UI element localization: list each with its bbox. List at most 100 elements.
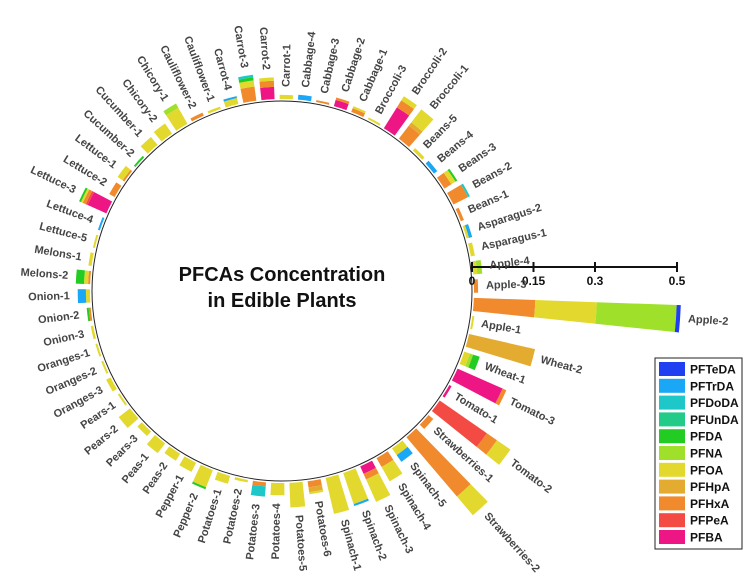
bar-segment-Lettuce-3-PFBA: [87, 191, 113, 214]
legend-swatch-PFDA: [659, 429, 685, 444]
bar-segment-Carrot-4-PFTrDA: [223, 96, 237, 102]
category-label-Potatoes-6: Potatoes-6: [312, 500, 333, 557]
category-label-Tomato-3: Tomato-3: [507, 396, 556, 428]
category-label-Apple-3: Apple-3: [486, 279, 527, 292]
legend-swatch-PFHxA: [659, 496, 685, 511]
bar-segment-Potatoes-2-PFOA: [234, 477, 248, 483]
bar-segment-Broccoli-2-PFOA: [401, 96, 417, 110]
legend-swatch-PFTrDA: [659, 378, 685, 393]
category-label-Strawberries-2: Strawberries-2: [481, 510, 541, 573]
bar-segment-Pepper-1-PFOA: [179, 456, 197, 472]
category-label-Spinach-2: Spinach-2: [359, 509, 389, 562]
legend-swatch-PFHpA: [659, 479, 685, 494]
bar-segment-Broccoli-1-PFHxA: [398, 125, 420, 148]
bar-segment-Beans-3-PFHxA: [437, 172, 452, 189]
bar-segment-Cabbage-3-PFHxA: [316, 100, 330, 105]
bar-segment-Potatoes-4-PFOA: [270, 482, 285, 496]
category-label-Pepper-2: Pepper-2: [171, 491, 201, 539]
category-label-Cabbage-3: Cabbage-3: [319, 37, 343, 95]
bar-segment-Pepper-2-PFOA: [192, 464, 213, 488]
bar-segment-Apple-1-PFOA: [470, 316, 475, 330]
category-label-Asparagus-1: Asparagus-1: [480, 227, 548, 253]
bar-segment-Beans-4-PFTrDA: [425, 160, 438, 174]
bar-segment-Melons-2-PFHxA: [88, 270, 92, 285]
category-label-Onion-3: Onion-3: [42, 328, 85, 349]
bar-segment-Oranges-1-PFOA: [95, 343, 102, 357]
category-label-Apple-4: Apple-4: [489, 255, 531, 272]
bar-segment-Cucumber-2-PFDA: [133, 155, 145, 168]
bar-segment-Broccoli-2-PFHxA: [396, 100, 415, 116]
bar-segment-Carrot-2-PFBA: [260, 86, 275, 101]
bar-segment-Tomato-2-PFHxA: [476, 433, 497, 455]
bar-segment-Lettuce-5-PFOA: [92, 234, 99, 248]
bar-segment-Oranges-3-PFOA: [106, 377, 117, 392]
scale-tick-label: 0: [469, 274, 476, 288]
bar-segment-Potatoes-1-PFOA: [214, 471, 231, 484]
bar-segment-Peas-1-PFOA: [146, 434, 166, 454]
bar-segment-Potatoes-6-PFOA: [309, 489, 324, 495]
category-label-Beans-1: Beans-1: [466, 188, 510, 216]
bar-segment-Apple-2-PFTeDA: [674, 305, 681, 333]
bar-segment-Carrot-1-PFOA: [279, 94, 294, 100]
bar-segment-Onion-3-PFOA: [90, 325, 96, 340]
inner-ring: [91, 100, 473, 482]
bar-segment-Oranges-2-PFOA: [101, 360, 109, 374]
legend-label-PFNA: PFNA: [690, 447, 723, 461]
bar-segment-Carrot-2-PFOA: [259, 77, 274, 82]
bar-segment-Carrot-4-PFOA: [223, 98, 239, 108]
bar-segment-Tomato-2-PFOA: [486, 440, 511, 465]
legend-swatch-PFPeA: [659, 513, 685, 528]
legend-label-PFHpA: PFHpA: [690, 480, 730, 494]
legend-label-PFUnDA: PFUnDA: [690, 413, 739, 427]
legend-swatch-PFBA: [659, 530, 685, 544]
bar-segment-Apple-2-PFHxA: [472, 297, 536, 318]
bar-segment-Lettuce-3-PFDA: [79, 187, 88, 203]
bar-segment-Onion-2-PFHxA: [88, 307, 93, 321]
category-label-Lettuce-5: Lettuce-5: [38, 221, 88, 245]
bar-segment-Spinach-5-PFOA: [391, 440, 408, 456]
bar-segment-Wheat-1-PFNA: [465, 353, 474, 368]
bar-segment-Broccoli-2-PFBA: [383, 107, 410, 136]
bar-segment-Potatoes-6-PFHpA: [308, 485, 323, 493]
bar-segment-Spinach-2-PFOA: [343, 468, 369, 505]
bar-segment-Strawberries-2-PFOA: [456, 484, 488, 516]
legend-label-PFHxA: PFHxA: [690, 497, 730, 511]
bar-segment-Beans-1-PFHxA: [455, 207, 464, 222]
bar-segment-Potatoes-6-PFHxA: [307, 479, 322, 488]
bar-segment-Melons-2-PFDA: [75, 269, 85, 284]
bar-segment-Pears-2-PFOA: [118, 408, 139, 429]
bar-segment-Tomato-3-PFBA: [451, 368, 503, 404]
legend-label-PFOA: PFOA: [690, 463, 724, 477]
scale-tick-label: 0.15: [522, 274, 546, 288]
bar-segment-Apple-3-PFHxA: [473, 279, 479, 293]
legend-label-PFTeDA: PFTeDA: [690, 363, 736, 377]
bar-segment-Chicory-1-PFNA: [163, 103, 179, 116]
bar-segment-Cabbage-2-PFBA: [333, 99, 349, 111]
bar-segment-Spinach-4-PFOA: [381, 459, 403, 482]
bar-segment-Lettuce-4-PFTrDA: [97, 217, 105, 231]
legend-swatch-PFTeDA: [659, 362, 685, 376]
bar-segment-Pears-1-PFOA: [117, 393, 127, 406]
category-label-Potatoes-3: Potatoes-3: [244, 503, 263, 560]
bars-layer: [75, 74, 681, 516]
bar-segment-Onion-1-PFTrDA: [77, 289, 87, 304]
bar-segment-Strawberries-1-PFHxA: [419, 414, 434, 430]
bar-segment-Spinach-5-PFTrDA: [396, 446, 413, 462]
bar-segment-Potatoes-3-PFHxA: [252, 480, 267, 487]
bar-segment-Carrot-3-PFDoDA: [238, 74, 254, 80]
legend-swatch-PFUnDA: [659, 412, 685, 427]
bar-segment-Asparagus-2-PFTrDA: [464, 224, 473, 238]
bar-segment-Spinach-3-PFBA: [360, 460, 376, 474]
bar-segment-Cauliflower-1-PFOA: [207, 106, 221, 114]
category-label-Onion-2: Onion-2: [37, 309, 80, 326]
bar-segment-Cauliflower-2-PFHxA: [190, 112, 204, 122]
bar-segment-Cabbage-4-PFTrDA: [297, 94, 312, 102]
category-label-Carrot-2: Carrot-2: [257, 27, 272, 71]
bar-segment-Tomato-1-PFBA: [442, 384, 452, 398]
legend-swatch-PFDoDA: [659, 395, 685, 410]
bar-segment-Chicory-2-PFOA: [153, 123, 173, 142]
bar-segment-Wheat-1-PFOA: [459, 351, 471, 367]
category-label-Carrot-3: Carrot-3: [231, 25, 250, 69]
bar-segment-Beans-5-PFOA: [412, 148, 425, 160]
